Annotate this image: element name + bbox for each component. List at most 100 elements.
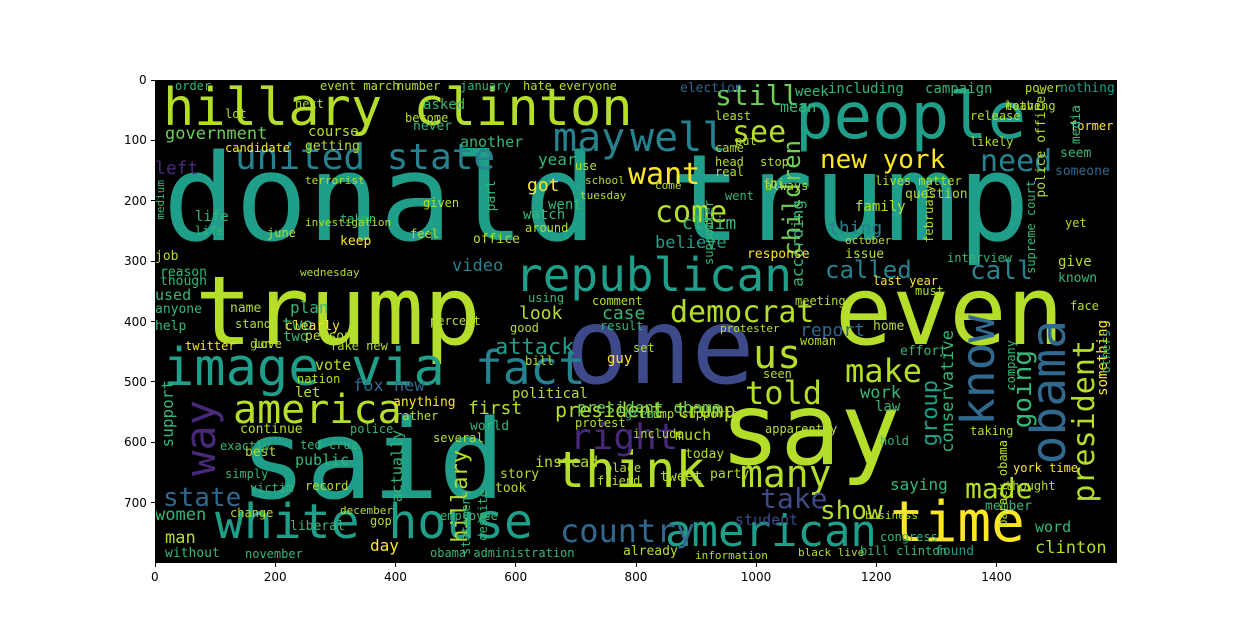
wordcloud-word: seen: [763, 367, 792, 381]
wordcloud-word: become: [405, 111, 449, 125]
wordcloud-word: protest: [575, 416, 626, 430]
wordcloud-word: anyone: [155, 302, 202, 317]
x-tick: [635, 563, 637, 567]
wordcloud-word: report: [800, 320, 866, 341]
wordcloud-word: percent: [430, 314, 481, 328]
wordcloud-word: member: [985, 499, 1032, 514]
wordcloud-word: november: [245, 547, 303, 561]
wordcloud-word: former: [1070, 119, 1114, 133]
wordcloud-word: nothing: [1005, 99, 1056, 113]
wordcloud-word: united state: [235, 137, 496, 178]
wordcloud-word: wednesday: [300, 266, 360, 279]
wordcloud-word: given: [423, 196, 460, 210]
y-tick-label: 500: [124, 374, 147, 389]
wordcloud-word: law: [875, 399, 901, 415]
wordcloud-word: home: [873, 319, 905, 334]
wordcloud-word: effort: [900, 344, 947, 359]
wordcloud-word: anything: [393, 395, 456, 410]
wordcloud-word: plan: [290, 298, 329, 317]
wordcloud-word: america: [233, 387, 402, 433]
x-tick: [755, 563, 757, 567]
wordcloud-word: real: [715, 165, 744, 179]
wordcloud-word: party: [710, 467, 750, 482]
wordcloud-word: two: [282, 315, 313, 335]
wordcloud-word: rather: [395, 409, 439, 423]
wordcloud-word: nothing: [1060, 81, 1115, 96]
wordcloud-word: much: [675, 426, 712, 444]
wordcloud-word: another: [460, 133, 524, 151]
wordcloud-word: already: [623, 544, 678, 559]
wordcloud-word: president obama: [577, 398, 722, 417]
wordcloud-word: stand: [235, 317, 272, 331]
wordcloud-word: without: [165, 546, 220, 561]
y-tick-label: 700: [124, 495, 147, 510]
wordcloud-word: watch: [523, 207, 566, 223]
wordcloud-word: someone: [1055, 164, 1110, 179]
wordcloud-word: reason: [160, 265, 207, 280]
wordcloud-word: left: [155, 158, 199, 179]
wordcloud-word: head: [715, 155, 744, 169]
wordcloud-word: believe: [655, 233, 727, 253]
wordcloud-word: keep: [340, 234, 372, 249]
wordcloud-word: despite: [476, 490, 490, 541]
wordcloud-word: place: [605, 461, 642, 475]
wordcloud-word: woman: [800, 334, 837, 348]
wordcloud-word: still: [715, 80, 800, 112]
wordcloud-word: story: [500, 467, 540, 482]
wordcloud-word: comment: [592, 294, 643, 308]
wordcloud-word: company: [1004, 340, 1018, 391]
wordcloud-word: student: [735, 511, 799, 529]
wordcloud-word: using: [528, 291, 565, 305]
wordcloud-word: take: [760, 482, 828, 515]
wordcloud-word: friend: [597, 474, 641, 488]
wordcloud-word: many: [740, 452, 832, 496]
wordcloud-word: know: [951, 315, 1005, 426]
wordcloud-word: yet: [1065, 216, 1087, 230]
wordcloud-word: leave: [1005, 99, 1042, 113]
wordcloud-word: life: [195, 209, 229, 225]
y-tick-label: 100: [124, 133, 147, 148]
wordcloud-word: february: [922, 185, 936, 243]
wordcloud-word: never: [413, 119, 453, 134]
wordcloud-word: show: [820, 496, 883, 526]
wordcloud-word: word: [1035, 518, 1072, 536]
wordcloud-word: york time: [1013, 461, 1079, 475]
wordcloud-word: name: [230, 301, 262, 316]
wordcloud-word: information: [695, 549, 768, 562]
wordcloud-word: mean: [780, 98, 817, 116]
wordcloud-word: person: [305, 329, 352, 344]
wordcloud-word: feel: [410, 227, 439, 241]
wordcloud-word: june: [267, 226, 296, 240]
wordcloud-word: us: [753, 332, 802, 378]
wordcloud-word: school: [585, 174, 625, 187]
wordcloud-word: come: [655, 195, 728, 230]
wordcloud-word: response: [747, 247, 810, 262]
wordcloud-word: several: [433, 431, 484, 445]
wordcloud-word: hold: [880, 434, 909, 448]
wordcloud-word: see: [732, 115, 787, 150]
y-tick: [151, 381, 155, 383]
wordcloud-word: protester: [720, 322, 780, 335]
wordcloud-word: even: [835, 257, 1064, 367]
wordcloud-word: liberal: [290, 519, 345, 534]
wordcloud-word: democrat: [670, 295, 815, 330]
wordcloud-word: call: [970, 256, 1033, 286]
wordcloud-word: set: [633, 341, 655, 355]
wordcloud-word: want: [628, 157, 701, 192]
wordcloud-word: everyone: [559, 80, 617, 93]
wordcloud-word: lot: [225, 107, 247, 121]
wordcloud-word: trump supporter: [638, 407, 747, 421]
wordcloud-word: least: [715, 109, 752, 123]
wordcloud-word: first: [468, 398, 523, 419]
wordcloud-word: release: [970, 109, 1021, 123]
wordcloud-word: two: [283, 329, 309, 345]
wordcloud-word: part: [484, 180, 499, 212]
wordcloud-word: man: [165, 528, 196, 548]
wordcloud-word: make: [845, 352, 923, 390]
wordcloud-word: family: [855, 199, 906, 215]
wordcloud-word: fake new: [330, 339, 388, 353]
wordcloud-word: great: [625, 407, 662, 421]
wordcloud-word: continue: [240, 422, 303, 437]
wordcloud-word: public: [295, 451, 350, 469]
wordcloud-word: may: [553, 115, 626, 161]
